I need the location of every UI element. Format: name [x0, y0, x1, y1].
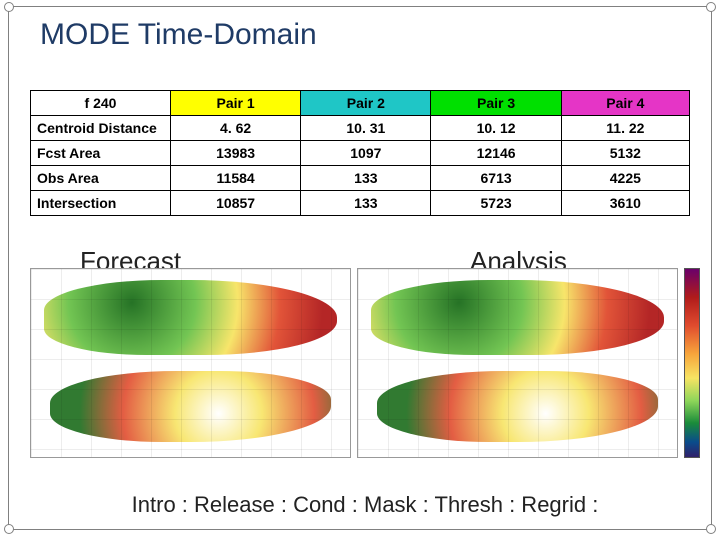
table-corner-label: f 240: [31, 91, 171, 116]
map-graticule: [31, 269, 350, 457]
table-header-row: f 240 Pair 1 Pair 2 Pair 3 Pair 4: [31, 91, 690, 116]
frame-corner: [4, 524, 14, 534]
cell: 1097: [301, 141, 431, 166]
cell: 13983: [171, 141, 301, 166]
cell: 5723: [431, 191, 561, 216]
cell: 10. 31: [301, 116, 431, 141]
cell: 11. 22: [561, 116, 689, 141]
cell: 12146: [431, 141, 561, 166]
cell: 4. 62: [171, 116, 301, 141]
cell: 11584: [171, 166, 301, 191]
page-title: MODE Time-Domain: [40, 18, 317, 52]
cell: 3610: [561, 191, 689, 216]
col-header-pair1: Pair 1: [171, 91, 301, 116]
frame-corner: [4, 2, 14, 12]
table-row: Centroid Distance 4. 62 10. 31 10. 12 11…: [31, 116, 690, 141]
cell: 10. 12: [431, 116, 561, 141]
stats-table: f 240 Pair 1 Pair 2 Pair 3 Pair 4 Centro…: [30, 90, 690, 216]
forecast-map: [30, 268, 351, 458]
table-row: Intersection 10857 133 5723 3610: [31, 191, 690, 216]
cell: 5132: [561, 141, 689, 166]
row-label: Fcst Area: [31, 141, 171, 166]
row-label: Centroid Distance: [31, 116, 171, 141]
col-header-pair2: Pair 2: [301, 91, 431, 116]
cell: 6713: [431, 166, 561, 191]
col-header-pair4: Pair 4: [561, 91, 689, 116]
table-row: Fcst Area 13983 1097 12146 5132: [31, 141, 690, 166]
breadcrumb: Intro : Release : Cond : Mask : Thresh :…: [30, 492, 700, 518]
cell: 10857: [171, 191, 301, 216]
map-area: [30, 268, 700, 458]
analysis-map: [357, 268, 678, 458]
cell: 4225: [561, 166, 689, 191]
row-label: Intersection: [31, 191, 171, 216]
map-graticule: [358, 269, 677, 457]
frame-corner: [706, 524, 716, 534]
frame-corner: [706, 2, 716, 12]
cell: 133: [301, 191, 431, 216]
row-label: Obs Area: [31, 166, 171, 191]
cell: 133: [301, 166, 431, 191]
table-row: Obs Area 11584 133 6713 4225: [31, 166, 690, 191]
colorbar: [684, 268, 700, 458]
col-header-pair3: Pair 3: [431, 91, 561, 116]
